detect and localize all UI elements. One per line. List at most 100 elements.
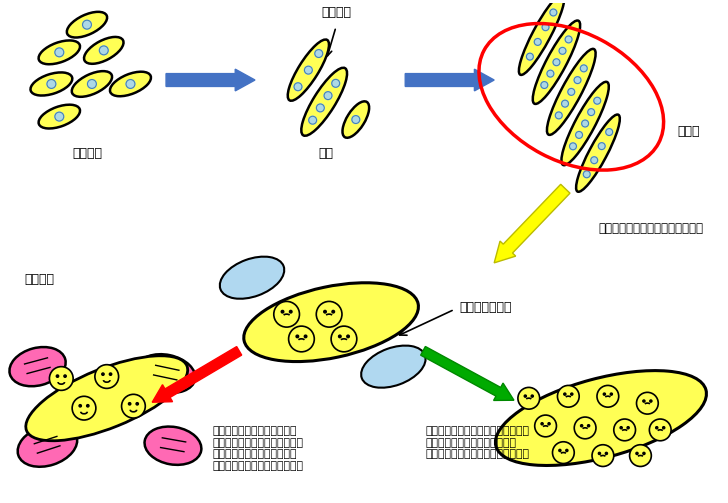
Circle shape <box>324 310 326 313</box>
Circle shape <box>331 326 357 352</box>
Circle shape <box>542 24 549 31</box>
Circle shape <box>317 104 324 112</box>
Circle shape <box>583 171 590 178</box>
Circle shape <box>531 395 534 397</box>
Circle shape <box>534 415 556 437</box>
Text: 動いていない筋肉は核の数も
減少して筋力が落ちる。周囲の
サテライト細胞は脂肪細胞に
変化して霜降りの状態となる。: 動いていない筋肉は核の数も 減少して筋力が落ちる。周囲の サテライト細胞は脂肪細… <box>213 426 304 471</box>
Circle shape <box>580 65 587 72</box>
Circle shape <box>324 92 332 100</box>
Ellipse shape <box>547 49 596 135</box>
Circle shape <box>587 109 595 116</box>
Ellipse shape <box>67 12 107 38</box>
Circle shape <box>553 442 574 463</box>
Circle shape <box>636 392 658 414</box>
Circle shape <box>87 404 89 407</box>
Circle shape <box>102 373 104 375</box>
Ellipse shape <box>244 283 419 362</box>
FancyArrow shape <box>152 347 242 402</box>
Circle shape <box>574 76 581 83</box>
Circle shape <box>569 143 577 150</box>
Circle shape <box>620 427 622 429</box>
Circle shape <box>566 449 568 452</box>
Circle shape <box>548 423 550 425</box>
Circle shape <box>571 393 573 395</box>
Circle shape <box>662 427 665 429</box>
Circle shape <box>630 445 652 466</box>
Ellipse shape <box>561 82 609 165</box>
Circle shape <box>598 143 605 149</box>
Circle shape <box>352 116 360 124</box>
Circle shape <box>565 36 572 43</box>
Circle shape <box>559 47 566 54</box>
Ellipse shape <box>137 354 195 393</box>
Circle shape <box>580 425 582 427</box>
Circle shape <box>332 79 340 88</box>
Circle shape <box>122 394 146 418</box>
Circle shape <box>555 112 562 119</box>
Circle shape <box>64 375 66 377</box>
Circle shape <box>614 419 636 441</box>
Circle shape <box>128 402 131 405</box>
Circle shape <box>290 310 292 313</box>
Circle shape <box>309 116 317 124</box>
Ellipse shape <box>576 115 620 192</box>
Circle shape <box>650 400 652 402</box>
Circle shape <box>594 97 601 104</box>
Circle shape <box>606 129 613 135</box>
Circle shape <box>126 79 135 89</box>
Ellipse shape <box>519 0 564 75</box>
Circle shape <box>534 38 541 45</box>
Text: 細胞融合: 細胞融合 <box>321 7 351 19</box>
Circle shape <box>87 79 96 89</box>
Circle shape <box>649 419 671 441</box>
Circle shape <box>597 385 619 407</box>
Ellipse shape <box>342 101 369 138</box>
Ellipse shape <box>533 21 580 104</box>
Circle shape <box>656 427 658 429</box>
Circle shape <box>518 387 539 409</box>
Ellipse shape <box>301 68 347 136</box>
Ellipse shape <box>84 37 124 64</box>
Circle shape <box>541 423 543 425</box>
Text: 筋線維: 筋線維 <box>677 125 700 138</box>
Circle shape <box>563 393 566 395</box>
Circle shape <box>627 427 629 429</box>
Circle shape <box>332 310 335 313</box>
Circle shape <box>82 20 92 29</box>
Circle shape <box>99 46 108 55</box>
Circle shape <box>274 301 299 327</box>
FancyArrow shape <box>405 69 494 91</box>
Circle shape <box>109 373 111 375</box>
Circle shape <box>314 50 323 57</box>
Ellipse shape <box>145 427 202 465</box>
Ellipse shape <box>496 371 706 465</box>
Circle shape <box>643 452 645 455</box>
Circle shape <box>304 66 312 74</box>
Circle shape <box>598 452 601 455</box>
Circle shape <box>550 9 557 16</box>
Circle shape <box>55 48 64 57</box>
Circle shape <box>526 53 534 60</box>
Ellipse shape <box>39 40 80 64</box>
Circle shape <box>55 112 64 121</box>
Circle shape <box>288 326 314 352</box>
Circle shape <box>604 393 606 395</box>
Ellipse shape <box>31 72 72 96</box>
Circle shape <box>643 400 645 402</box>
Circle shape <box>79 404 82 407</box>
Ellipse shape <box>9 347 66 386</box>
Circle shape <box>47 79 56 89</box>
Circle shape <box>558 385 579 407</box>
Circle shape <box>582 120 588 127</box>
Circle shape <box>316 301 342 327</box>
Circle shape <box>574 417 596 439</box>
Circle shape <box>553 59 560 66</box>
Ellipse shape <box>17 425 77 467</box>
FancyArrow shape <box>494 184 570 263</box>
FancyArrow shape <box>421 347 514 400</box>
Circle shape <box>636 452 638 455</box>
Circle shape <box>605 452 607 455</box>
Circle shape <box>294 83 302 91</box>
Circle shape <box>559 449 561 452</box>
Ellipse shape <box>110 72 151 96</box>
